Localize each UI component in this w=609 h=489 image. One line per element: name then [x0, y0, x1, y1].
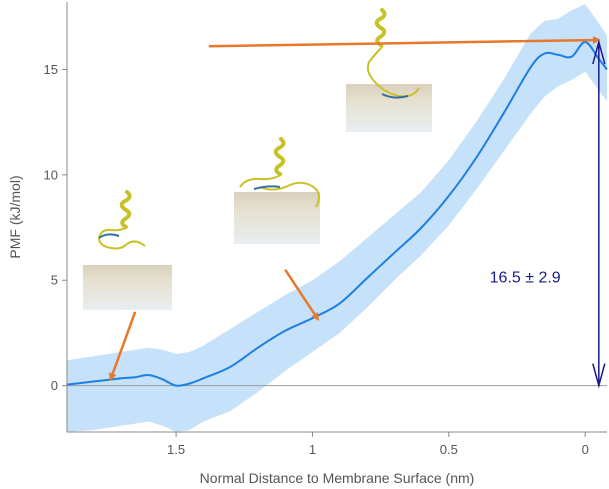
barrier-annotation: 16.5 ± 2.9: [490, 39, 606, 389]
peptide-tail: [239, 173, 320, 208]
x-tick-label: 1.5: [167, 442, 185, 457]
peptide-segment: [98, 233, 120, 239]
snapshot-arrow: [108, 311, 137, 382]
peptide-helix: [374, 8, 387, 47]
y-tick-label: 0: [51, 378, 58, 393]
membrane-slab: [234, 192, 320, 244]
peptide-helix: [119, 190, 132, 229]
y-tick-label: 15: [44, 62, 58, 77]
snapshot-arrows: [108, 36, 601, 382]
x-axis-label: Normal Distance to Membrane Surface (nm): [200, 470, 475, 486]
snapshot-bound-illustration: [83, 190, 172, 310]
barrier-value-label: 16.5 ± 2.9: [490, 269, 561, 286]
peptide-segment: [381, 93, 409, 99]
barrier-arrowhead-top: [592, 39, 606, 65]
x-axis-ticks: 1.5 1 0.5 0: [167, 432, 589, 457]
x-tick-label: 1: [309, 442, 316, 457]
membrane-slab: [83, 265, 172, 310]
snapshot-intermediate-illustration: [234, 137, 320, 244]
snapshot-arrow: [208, 36, 601, 48]
barrier-arrowhead-bottom: [592, 363, 606, 389]
x-tick-label: 0.5: [440, 442, 458, 457]
x-tick-label: 0: [582, 442, 589, 457]
membrane-slab: [346, 84, 432, 132]
peptide-tail: [97, 226, 146, 250]
pmf-uncertainty-band: [67, 4, 607, 432]
snapshot-unbound-illustration: [346, 8, 432, 132]
plot-frame: [66, 2, 607, 433]
y-tick-label: 5: [51, 273, 58, 288]
peptide-helix: [273, 137, 286, 176]
peptide-segment: [253, 185, 281, 190]
y-axis-ticks: 0 5 10 15: [44, 62, 67, 393]
snapshot-arrow: [284, 269, 320, 321]
y-axis-label: PMF (kJ/mol): [7, 175, 23, 258]
y-tick-label: 10: [44, 167, 58, 182]
pmf-curve: [66, 41, 608, 387]
